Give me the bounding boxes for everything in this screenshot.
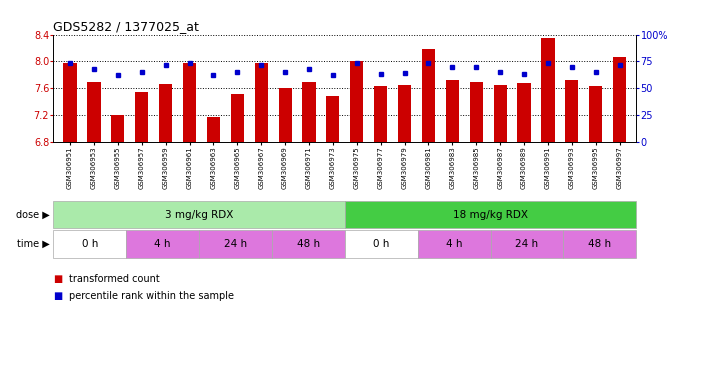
Bar xyxy=(398,85,411,142)
Text: 4 h: 4 h xyxy=(446,239,462,249)
Bar xyxy=(541,38,555,142)
Text: 48 h: 48 h xyxy=(588,239,611,249)
Text: ■: ■ xyxy=(53,291,63,301)
Text: 24 h: 24 h xyxy=(224,239,247,249)
Text: GDS5282 / 1377025_at: GDS5282 / 1377025_at xyxy=(53,20,199,33)
Text: percentile rank within the sample: percentile rank within the sample xyxy=(69,291,234,301)
Bar xyxy=(135,92,149,142)
Text: 0 h: 0 h xyxy=(373,239,390,249)
Bar xyxy=(87,81,100,142)
Bar xyxy=(518,83,530,142)
Bar xyxy=(302,81,316,142)
Bar xyxy=(565,80,579,142)
Bar xyxy=(159,84,172,142)
Bar xyxy=(470,81,483,142)
Text: ■: ■ xyxy=(53,274,63,284)
Text: 0 h: 0 h xyxy=(82,239,98,249)
Bar xyxy=(446,80,459,142)
Text: 3 mg/kg RDX: 3 mg/kg RDX xyxy=(165,210,233,220)
Bar xyxy=(207,117,220,142)
Text: transformed count: transformed count xyxy=(69,274,160,284)
Bar xyxy=(255,63,268,142)
Bar xyxy=(374,86,387,142)
Text: dose ▶: dose ▶ xyxy=(16,210,50,220)
Bar xyxy=(63,63,77,142)
Text: 18 mg/kg RDX: 18 mg/kg RDX xyxy=(453,210,528,220)
Bar xyxy=(493,85,507,142)
Text: 4 h: 4 h xyxy=(154,239,171,249)
Bar xyxy=(422,50,435,142)
Bar xyxy=(231,94,244,142)
Bar xyxy=(183,63,196,142)
Text: 48 h: 48 h xyxy=(296,239,320,249)
Bar xyxy=(351,61,363,142)
Bar xyxy=(589,86,602,142)
Bar xyxy=(326,96,339,142)
Bar xyxy=(613,57,626,142)
Text: 24 h: 24 h xyxy=(515,239,539,249)
Bar xyxy=(279,88,292,142)
Text: time ▶: time ▶ xyxy=(17,239,50,249)
Bar xyxy=(111,115,124,142)
